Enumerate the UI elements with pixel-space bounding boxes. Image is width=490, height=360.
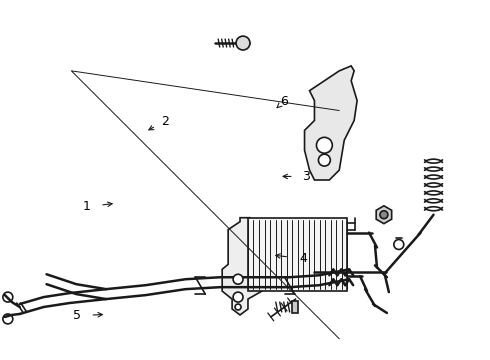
Circle shape (317, 137, 332, 153)
Text: 3: 3 (302, 170, 310, 183)
Bar (248, 218, 347, 291)
Circle shape (233, 292, 243, 302)
Polygon shape (305, 66, 357, 180)
Circle shape (380, 211, 388, 219)
Circle shape (318, 154, 330, 166)
Circle shape (235, 304, 241, 310)
Text: 1: 1 (83, 200, 91, 213)
Polygon shape (292, 301, 297, 313)
Text: 6: 6 (280, 95, 288, 108)
Circle shape (236, 36, 250, 50)
Text: 5: 5 (73, 309, 81, 322)
Circle shape (233, 274, 243, 284)
Polygon shape (222, 218, 262, 315)
Polygon shape (376, 206, 392, 224)
Text: 2: 2 (161, 114, 169, 127)
Text: 4: 4 (299, 252, 307, 265)
